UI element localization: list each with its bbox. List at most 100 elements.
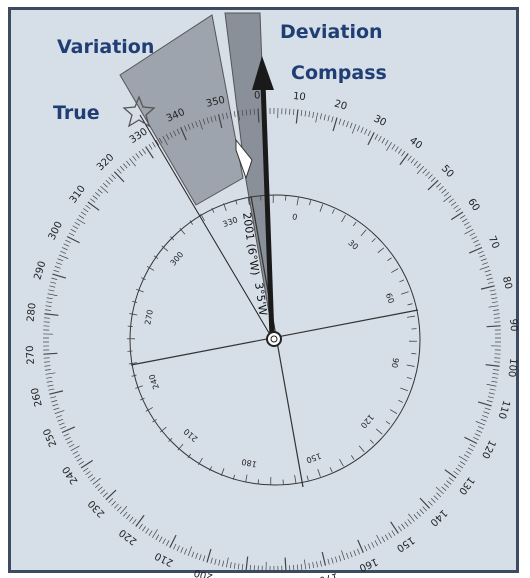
outer-tick [111,500,116,506]
outer-tick [126,160,131,166]
outer-tick [367,132,375,146]
inner-tick [331,208,335,214]
outer-tick [378,135,382,142]
outer-tick [334,556,338,563]
outer-tick [199,554,202,561]
outer-tick [475,421,486,426]
outer-tick [441,189,447,194]
inner-degree-label: 210 [182,427,199,444]
outer-tick [97,486,103,491]
outer-tick [476,429,483,433]
inner-tick [187,453,192,459]
outer-tick [308,562,311,569]
outer-tick [401,523,406,530]
outer-tick [416,511,421,517]
outer-tick [390,521,399,534]
outer-tick [399,153,409,166]
outer-degree-label: 90 [507,318,519,331]
outer-tick [315,112,318,123]
outer-tick [61,247,68,251]
inner-tick [296,197,299,206]
outer-tick [357,125,360,132]
outer-tick [293,109,295,116]
inner-degree-label: 0 [291,212,298,222]
outer-tick [191,551,195,558]
outer-tick [308,111,311,118]
outer-tick [471,236,478,240]
variation-value-text: 3°5'W [252,282,270,317]
outer-tick [202,118,206,125]
outer-tick [435,486,444,494]
outer-tick [401,150,406,157]
outer-tick [468,246,483,254]
outer-tick [108,498,114,503]
outer-tick [464,436,478,445]
outer-degree-label: 310 [68,184,88,206]
outer-tick [422,168,427,174]
outer-tick [381,536,386,543]
outer-tick [63,243,70,247]
outer-tick [323,114,326,121]
outer-tick [443,192,449,197]
outer-tick [97,189,103,194]
variation-wedge [119,14,244,206]
inner-tick [369,439,374,444]
outer-tick [408,513,415,522]
outer-tick [364,128,368,135]
outer-tick [473,436,479,441]
outer-tick [44,361,51,363]
outer-tick [169,534,177,548]
outer-tick [54,410,65,414]
outer-tick [477,401,492,407]
outer-tick [469,444,476,448]
outer-tick [407,519,412,525]
outer-tick [85,470,91,476]
outer-tick [367,543,371,550]
outer-tick [483,411,490,414]
outer-tick [331,116,334,123]
outer-tick [474,243,481,247]
outer-tick [68,444,75,448]
outer-tick [479,266,490,270]
outer-tick [152,142,156,148]
outer-tick [117,168,122,174]
outer-degree-label: 80 [500,275,514,290]
outer-degree-label: 70 [486,234,501,250]
outer-tick [485,364,500,367]
outer-tick [56,415,62,418]
outer-tick [44,369,51,371]
outer-tick [404,521,409,527]
outer-tick [300,564,303,571]
outer-degree-label: 290 [32,260,48,281]
inner-tick [389,409,398,414]
inner-tick [161,245,169,252]
outer-tick [70,445,80,452]
inner-tick [294,475,297,484]
outer-tick [119,166,125,171]
outer-tick [484,407,491,411]
outer-tick [180,547,184,553]
outer-degree-label: 280 [26,302,39,322]
outer-tick [229,562,232,569]
deviation-label: Deviation [280,21,383,43]
outer-tick [100,489,106,494]
outer-tick [148,530,153,536]
outer-tick [202,555,206,562]
outer-tick [176,545,180,552]
outer-degree-label: 100 [505,358,518,378]
inner-tick [140,277,146,281]
outer-tick [74,221,81,226]
outer-tick [257,108,260,123]
inner-tick [398,399,404,403]
outer-tick [428,500,433,506]
outer-tick [165,540,170,546]
outer-tick [129,516,134,522]
diamond-marker-icon [235,138,253,180]
outer-tick [65,239,71,244]
inner-tick [139,397,145,401]
outer-tick [492,373,499,375]
outer-tick [453,470,459,476]
outer-tick [491,376,498,379]
inner-tick [153,255,159,260]
outer-tick [349,122,353,129]
